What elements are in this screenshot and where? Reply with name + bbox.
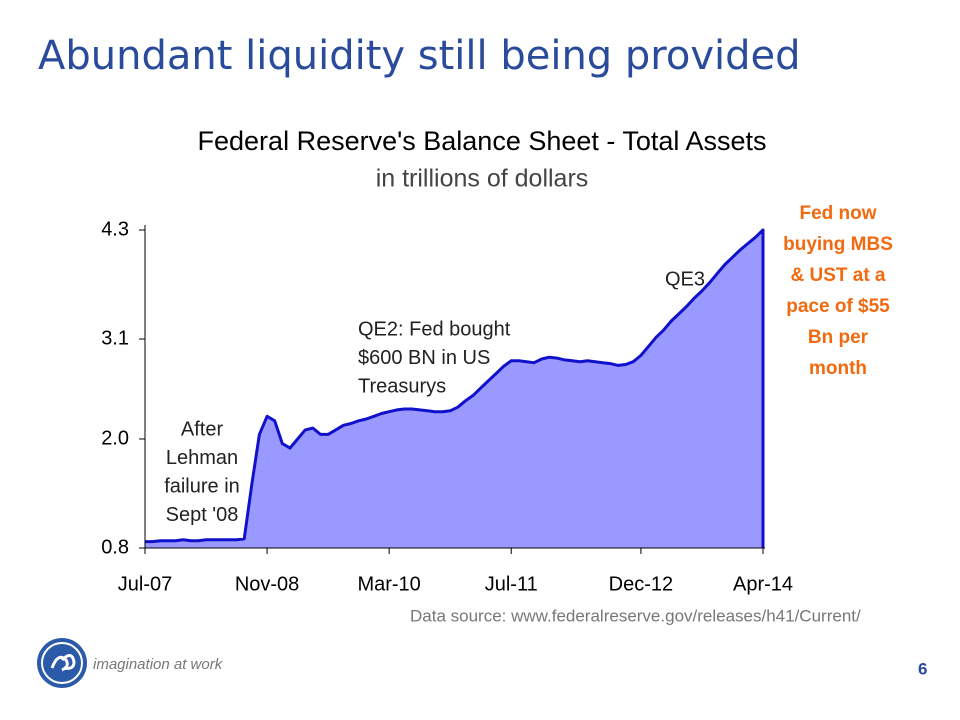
annotation: Lehman	[166, 447, 238, 469]
source-note: Data source: www.federalreserve.gov/rele…	[410, 606, 861, 625]
area	[145, 230, 763, 548]
x-tick-label: Jul-11	[485, 573, 538, 595]
annotation: QE3	[665, 268, 705, 290]
side-note: & UST at a	[790, 265, 885, 286]
logo-circle	[37, 638, 87, 688]
annotation: Sept '08	[166, 504, 239, 526]
annotation: Treasurys	[358, 375, 446, 397]
y-tick-label: 4.3	[101, 218, 129, 240]
chart-subtitle: in trillions of dollars	[376, 165, 589, 193]
slide-title: Abundant liquidity still being provided	[38, 33, 801, 79]
x-tick-label: Dec-12	[609, 573, 673, 595]
annotation: failure in	[164, 475, 240, 497]
x-tick-label: Apr-14	[733, 573, 793, 595]
y-tick-label: 0.8	[101, 536, 129, 558]
annotation: $600 BN in US	[358, 347, 490, 369]
tagline: imagination at work	[93, 656, 224, 673]
side-note: buying MBS	[783, 234, 893, 255]
logo-monogram	[50, 654, 76, 672]
logo-ring	[41, 642, 83, 684]
side-note: Fed now	[799, 203, 876, 224]
area-outline	[145, 228, 765, 548]
logo	[37, 638, 87, 688]
x-tick-label: Jul-07	[118, 573, 172, 595]
chart-title: Federal Reserve's Balance Sheet - Total …	[198, 126, 767, 156]
side-note: month	[809, 358, 867, 379]
page-number: 6	[918, 659, 927, 678]
annotation: After	[181, 418, 224, 440]
x-tick-label: Nov-08	[235, 573, 299, 595]
annotation: QE2: Fed bought	[358, 318, 511, 340]
side-note: Bn per	[808, 327, 869, 348]
y-tick-label: 3.1	[101, 327, 129, 349]
y-tick-label: 2.0	[101, 427, 129, 449]
side-note: pace of $55	[786, 296, 890, 317]
x-tick-label: Mar-10	[357, 573, 420, 595]
